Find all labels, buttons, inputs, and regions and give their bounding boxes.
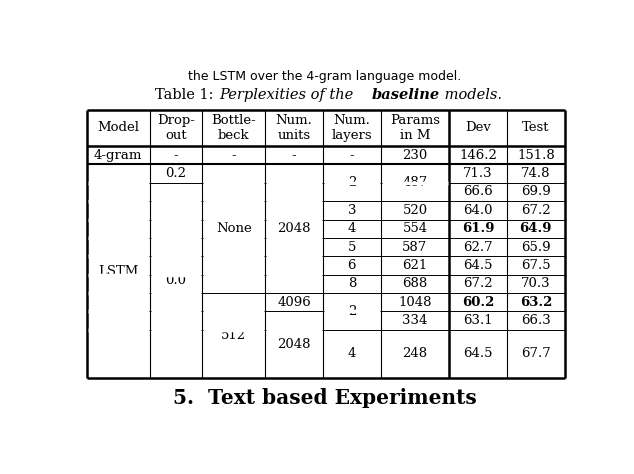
Text: baseline: baseline	[372, 88, 440, 102]
Text: Params
in M: Params in M	[390, 114, 440, 142]
Text: -: -	[174, 149, 178, 162]
Text: 0.0: 0.0	[165, 274, 186, 287]
Text: 554: 554	[403, 222, 427, 235]
Text: 65.9: 65.9	[521, 241, 551, 254]
Text: 146.2: 146.2	[459, 149, 497, 162]
Text: 2048: 2048	[277, 338, 311, 351]
Text: LSTM: LSTM	[98, 264, 138, 278]
Text: 74.8: 74.8	[521, 167, 550, 180]
Text: 4: 4	[347, 347, 356, 360]
Text: 512: 512	[221, 329, 246, 342]
Text: Table 1:: Table 1:	[155, 88, 223, 102]
Text: 63.2: 63.2	[520, 296, 552, 309]
Text: 66.6: 66.6	[463, 185, 493, 199]
Text: 67.2: 67.2	[521, 204, 551, 217]
Text: 5.  Text based Experiments: 5. Text based Experiments	[173, 388, 477, 408]
Text: Model: Model	[97, 121, 139, 135]
Text: 3: 3	[347, 204, 356, 217]
Text: 61.9: 61.9	[462, 222, 495, 235]
Text: 71.3: 71.3	[463, 167, 493, 180]
Text: 70.3: 70.3	[521, 277, 551, 291]
Text: Perplexities of the: Perplexities of the	[219, 88, 358, 102]
Text: 248: 248	[403, 347, 427, 360]
Text: 67.7: 67.7	[521, 347, 551, 360]
Text: 66.3: 66.3	[521, 314, 551, 327]
Text: 64.9: 64.9	[520, 222, 552, 235]
Text: 334: 334	[403, 314, 428, 327]
Text: -: -	[349, 149, 354, 162]
Text: Test: Test	[522, 121, 550, 135]
Text: Num.
layers: Num. layers	[332, 114, 372, 142]
Text: 6: 6	[347, 259, 356, 272]
Text: 0.2: 0.2	[165, 167, 186, 180]
Text: 688: 688	[403, 277, 427, 291]
Text: Bottle-
beck: Bottle- beck	[211, 114, 256, 142]
Text: 4-gram: 4-gram	[94, 149, 143, 162]
Text: 2: 2	[347, 305, 356, 318]
Text: -: -	[231, 149, 236, 162]
Text: 69.9: 69.9	[521, 185, 551, 199]
Text: 4096: 4096	[277, 296, 311, 309]
Text: 587: 587	[403, 241, 427, 254]
Text: 151.8: 151.8	[517, 149, 555, 162]
Text: 62.7: 62.7	[463, 241, 493, 254]
Text: models.: models.	[441, 88, 502, 102]
Text: Num.
units: Num. units	[276, 114, 313, 142]
Text: 520: 520	[403, 204, 427, 217]
Text: 2048: 2048	[277, 222, 311, 235]
Text: 5: 5	[347, 241, 356, 254]
Text: -: -	[292, 149, 297, 162]
Text: None: None	[216, 222, 252, 235]
Text: 64.5: 64.5	[463, 259, 493, 272]
Text: 63.1: 63.1	[463, 314, 493, 327]
Text: 60.2: 60.2	[462, 296, 495, 309]
Text: Drop-
out: Drop- out	[157, 114, 195, 142]
Text: 8: 8	[347, 277, 356, 291]
Text: 64.5: 64.5	[463, 347, 493, 360]
Text: 621: 621	[403, 259, 427, 272]
Text: 4: 4	[347, 222, 356, 235]
Text: 2: 2	[347, 176, 356, 189]
Text: 487: 487	[403, 176, 427, 189]
Text: the LSTM over the 4-gram language model.: the LSTM over the 4-gram language model.	[188, 70, 462, 82]
Text: Dev: Dev	[465, 121, 491, 135]
Text: 64.0: 64.0	[463, 204, 493, 217]
Text: 67.2: 67.2	[463, 277, 493, 291]
Text: 67.5: 67.5	[521, 259, 551, 272]
Text: 1048: 1048	[398, 296, 432, 309]
Text: 230: 230	[403, 149, 427, 162]
